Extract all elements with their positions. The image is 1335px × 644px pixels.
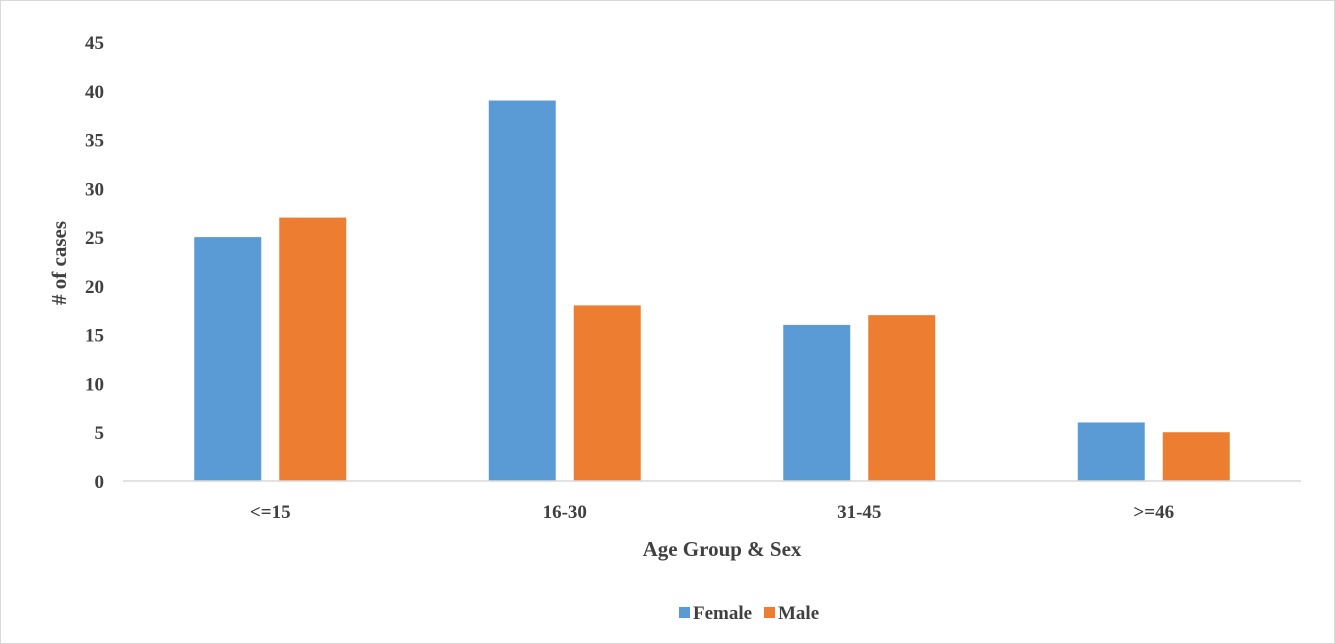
y-tick-label: 35	[85, 131, 104, 152]
x-tick-label: 31-45	[837, 502, 881, 523]
bar-male-2	[868, 315, 936, 481]
legend: Female Male	[679, 603, 819, 624]
y-tick-label: 45	[85, 33, 104, 54]
y-tick-label: 40	[85, 82, 104, 103]
y-axis-title: # of cases	[47, 221, 71, 305]
legend-swatch-male	[764, 607, 775, 618]
y-tick-label: 25	[85, 228, 104, 249]
legend-swatch-female	[679, 607, 690, 618]
y-tick-label: 20	[85, 277, 104, 298]
bars	[194, 100, 1230, 482]
y-tick-label: 10	[85, 374, 104, 395]
bar-female-3	[1077, 422, 1145, 481]
y-tick-label: 5	[95, 423, 105, 444]
legend-label-male: Male	[778, 603, 819, 624]
x-axis-ticks: <=15 16-30 31-45 >=46	[250, 502, 1174, 523]
x-axis-title: Age Group & Sex	[643, 537, 802, 561]
bar-female-1	[488, 100, 556, 482]
bar-male-1	[573, 305, 641, 481]
bar-male-0	[279, 217, 347, 481]
y-tick-label: 15	[85, 326, 104, 347]
x-tick-label: <=15	[250, 502, 291, 523]
legend-label-female: Female	[693, 603, 752, 624]
y-tick-label: 30	[85, 179, 104, 200]
x-tick-label: 16-30	[543, 502, 587, 523]
bar-female-2	[783, 324, 851, 481]
x-tick-label: >=46	[1133, 502, 1174, 523]
y-tick-label: 0	[95, 472, 105, 493]
bar-male-3	[1162, 432, 1230, 481]
y-axis-ticks: 0 5 10 15 20 25 30 35 40 45	[85, 33, 104, 493]
bar-female-0	[194, 237, 262, 481]
